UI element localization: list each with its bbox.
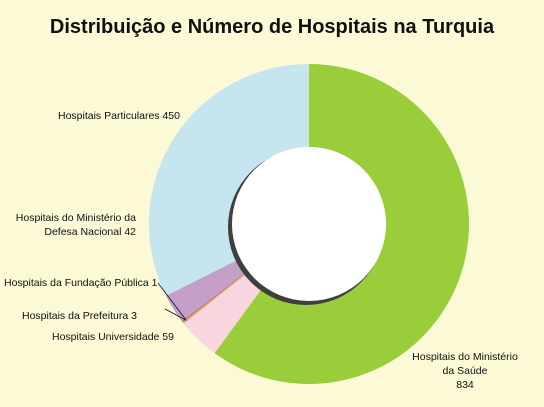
slice-4 xyxy=(165,258,248,322)
slice-0 xyxy=(214,64,470,384)
label-defesa-nacional: Hospitais do Ministério da Defesa Nacion… xyxy=(4,211,136,239)
label-fundacao-publica: Hospitais da Fundação Pública 1 xyxy=(4,276,158,290)
label-ministerio-saude-line1: Hospitais do Ministério xyxy=(412,351,518,363)
chart-title: Distribuição e Número de Hospitais na Tu… xyxy=(49,16,495,38)
label-defesa-nacional-line2: Defesa Nacional 42 xyxy=(44,226,136,238)
label-ministerio-saude-line2: da Saúde xyxy=(442,365,488,377)
label-fundacao-publica-text: Hospitais da Fundação Pública 1 xyxy=(4,277,158,289)
donut-hole xyxy=(232,147,386,301)
label-defesa-nacional-line1: Hospitais do Ministério da xyxy=(15,212,136,224)
slice-1 xyxy=(183,271,264,354)
leader-line-3 xyxy=(157,282,186,320)
label-universidade-text: Hospitais Universidade 59 xyxy=(52,331,174,343)
label-prefeitura: Hospitais da Prefeitura 3 xyxy=(22,309,137,323)
label-particulares-text: Hospitais Particulares 450 xyxy=(58,110,180,122)
slice-2 xyxy=(182,271,249,324)
slice-3 xyxy=(182,270,249,323)
label-universidade: Hospitais Universidade 59 xyxy=(52,330,174,344)
label-ministerio-saude: Hospitais do Ministério da Saúde 834 xyxy=(405,350,525,392)
leader-line-2 xyxy=(164,308,187,321)
label-prefeitura-text: Hospitais da Prefeitura 3 xyxy=(22,310,137,322)
label-particulares: Hospitais Particulares 450 xyxy=(58,109,180,123)
slice-5 xyxy=(149,64,309,296)
label-ministerio-saude-value: 834 xyxy=(456,379,474,391)
